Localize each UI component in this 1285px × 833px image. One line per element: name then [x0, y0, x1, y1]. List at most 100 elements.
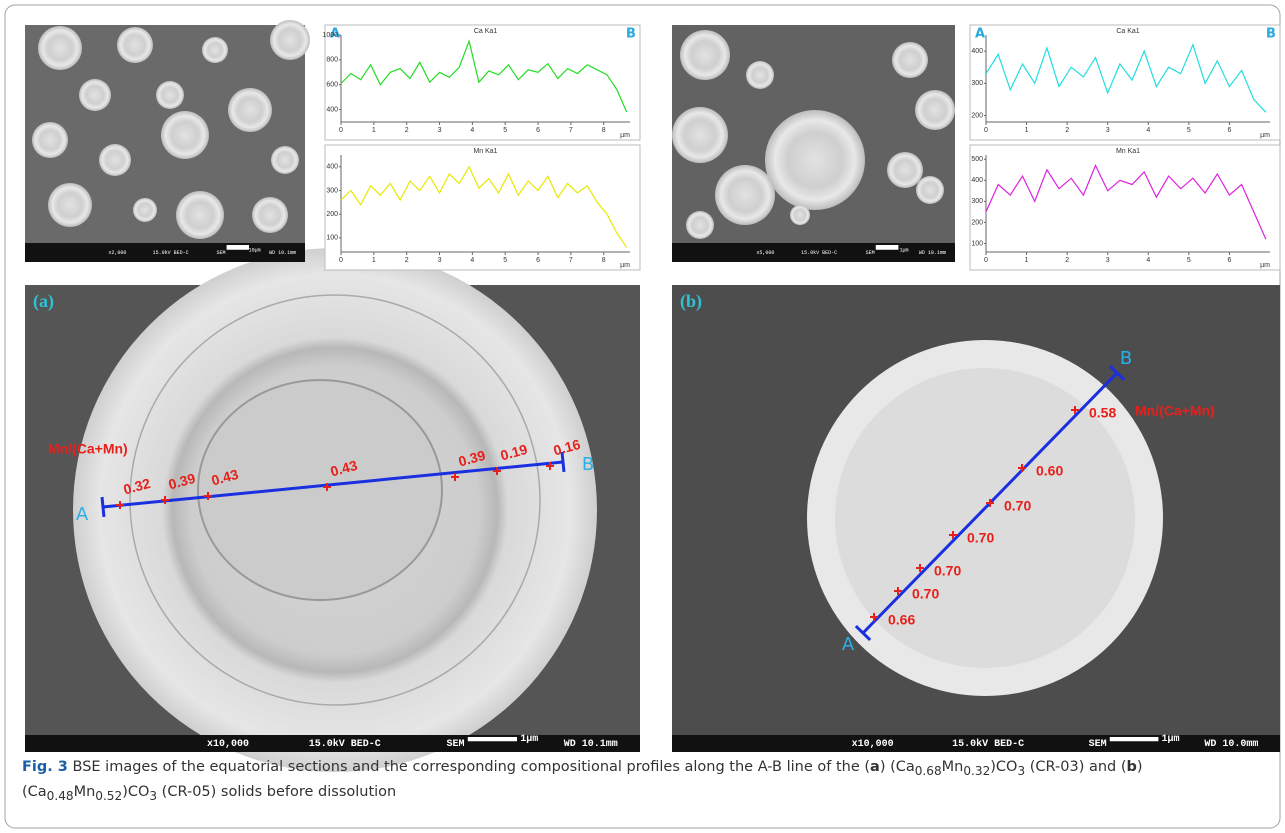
caption-text: )CO — [990, 759, 1018, 775]
sem-image — [25, 20, 310, 262]
y-tick-label: 200 — [971, 219, 983, 226]
x-tick-label: 3 — [1106, 257, 1110, 264]
info-text: 1µm — [900, 247, 909, 253]
point-value: 0.39 — [457, 447, 488, 470]
point-value: 0.70 — [912, 586, 939, 602]
chart-box — [324, 144, 641, 271]
point-marker — [1071, 406, 1079, 414]
chart-title: Ca Ka1 — [474, 28, 497, 35]
info-text: WD 10.1mm — [919, 250, 946, 256]
x-tick-label: 6 — [536, 257, 540, 264]
caption-text: 0.48 — [46, 788, 74, 803]
x-tick-label: 4 — [470, 257, 474, 264]
point-value: 0.43 — [210, 466, 241, 489]
info-text: WD 10.1mm — [564, 739, 618, 750]
caption-text: 0.68 — [914, 763, 942, 778]
x-axis-label: µm — [620, 262, 630, 269]
point-marker — [116, 501, 124, 509]
x-tick-label: 0 — [339, 127, 343, 134]
chart-box — [324, 24, 641, 141]
x-tick-label: 5 — [503, 257, 507, 264]
chart-box — [969, 144, 1281, 271]
scale-bar — [226, 245, 249, 250]
panel-label: (a) — [33, 291, 54, 312]
info-text: SEM — [446, 739, 464, 750]
x-tick-label: 0 — [339, 257, 343, 264]
point-value: 0.19 — [499, 441, 530, 464]
x-tick-label: 1 — [372, 127, 376, 134]
info-text: x2,000 — [108, 250, 126, 256]
x-tick-label: 3 — [438, 257, 442, 264]
x-tick-label: 4 — [1146, 257, 1150, 264]
point-value: 0.43 — [329, 457, 360, 480]
profile-line — [340, 39, 628, 113]
point-marker — [493, 467, 501, 475]
x-tick-label: 2 — [405, 257, 409, 264]
point-marker — [894, 587, 902, 595]
y-tick-label: 500 — [971, 156, 983, 163]
info-text: x5,000 — [756, 250, 774, 256]
x-axis-label: µm — [1260, 132, 1270, 139]
info-text: 15.0kV BED-C — [801, 250, 837, 256]
x-tick-label: 4 — [1146, 127, 1150, 134]
caption-text: (CR-03) and ( — [1025, 759, 1127, 775]
x-tick-label: 5 — [503, 127, 507, 134]
x-axis-label: µm — [1260, 262, 1270, 269]
point-marker — [451, 473, 459, 481]
point-marker — [949, 531, 957, 539]
chart-title: Mn Ka1 — [473, 148, 497, 155]
x-tick-label: 1 — [1025, 257, 1029, 264]
point-value: 0.32 — [122, 475, 153, 498]
x-tick-label: 7 — [569, 257, 573, 264]
point-value: 0.70 — [934, 563, 961, 579]
y-tick-label: 400 — [971, 177, 983, 184]
point-marker — [204, 492, 212, 500]
point-value: 0.66 — [888, 612, 915, 628]
caption: Fig. 3 BSE images of the equatorial sect… — [22, 757, 1272, 807]
ratio-label: Mn/(Ca+Mn) — [1135, 403, 1215, 419]
end-cap — [854, 624, 872, 642]
x-tick-label: 3 — [1106, 127, 1110, 134]
caption-text: 3 — [149, 788, 158, 803]
end-cap — [100, 496, 106, 518]
info-text: WD 10.1mm — [269, 250, 296, 256]
profile-line — [985, 164, 1267, 240]
info-text: 1µm — [520, 734, 538, 745]
point-marker — [546, 462, 554, 470]
point-value: 0.70 — [967, 530, 994, 546]
point-marker — [1018, 464, 1026, 472]
caption-label: Fig. 3 — [22, 759, 68, 775]
y-tick-label: 200 — [971, 112, 983, 119]
endpoint-label: A — [330, 27, 340, 42]
endpoint-label: A — [975, 27, 985, 42]
info-text: 15.0kV BED-C — [153, 250, 189, 256]
scale-bar — [1109, 737, 1159, 742]
x-tick-label: 2 — [1065, 257, 1069, 264]
x-tick-label: 6 — [536, 127, 540, 134]
point-marker — [986, 499, 994, 507]
x-tick-label: 5 — [1187, 127, 1191, 134]
chart-title: Mn Ka1 — [1116, 148, 1140, 155]
y-tick-label: 800 — [326, 57, 338, 64]
point-marker — [916, 564, 924, 572]
info-text: 15.0kV BED-C — [309, 738, 381, 750]
y-tick-label: 100 — [326, 235, 338, 242]
point-marker — [870, 613, 878, 621]
y-tick-label: 100 — [971, 240, 983, 247]
caption-text: ) (Ca — [22, 759, 1143, 800]
y-tick-label: 300 — [326, 187, 338, 194]
chart-title: Ca Ka1 — [1116, 28, 1139, 35]
info-text: x10,000 — [852, 739, 894, 750]
x-tick-label: 4 — [470, 127, 474, 134]
x-tick-label: 0 — [984, 257, 988, 264]
point-value: 0.16 — [552, 436, 583, 459]
y-tick-label: 400 — [326, 164, 338, 171]
y-tick-label: 600 — [326, 82, 338, 89]
info-text: SEM — [216, 250, 225, 256]
y-tick-label: 1000 — [322, 32, 338, 39]
info-text: SEM — [866, 250, 875, 256]
x-tick-label: 8 — [602, 257, 606, 264]
